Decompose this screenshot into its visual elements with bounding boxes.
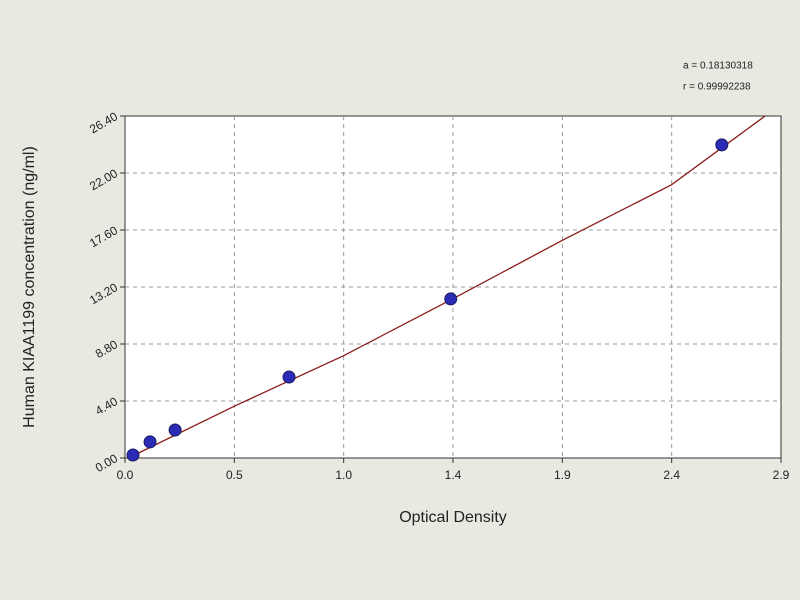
data-point <box>168 423 182 437</box>
y-tick-label: 26.40 <box>87 109 120 136</box>
x-axis-title: Optical Density <box>399 509 507 526</box>
y-axis-title: Human KIAA1199 concentration (ng/ml) <box>21 146 38 428</box>
y-tick-label: 4.40 <box>93 394 121 418</box>
data-point <box>126 448 140 462</box>
x-tick-label: 1.9 <box>554 468 571 482</box>
annotation: r = 0.99992238 <box>683 82 751 93</box>
data-point <box>282 370 296 384</box>
x-tick-label: 0.5 <box>226 468 243 482</box>
data-point <box>143 435 157 449</box>
x-tick-label: 2.9 <box>773 468 790 482</box>
data-point <box>715 138 729 152</box>
x-tick-label: 0.0 <box>117 468 134 482</box>
data-point <box>444 292 458 306</box>
y-tick-label: 22.00 <box>87 166 120 193</box>
annotation: a = 0.18130318 <box>683 61 753 72</box>
x-tick-label: 1.0 <box>335 468 352 482</box>
x-tick-label: 1.4 <box>445 468 462 482</box>
x-tick-label: 2.4 <box>663 468 680 482</box>
y-tick-label: 13.20 <box>87 280 120 307</box>
y-tick-label: 8.80 <box>93 337 121 361</box>
y-tick-label: 17.60 <box>87 223 120 250</box>
